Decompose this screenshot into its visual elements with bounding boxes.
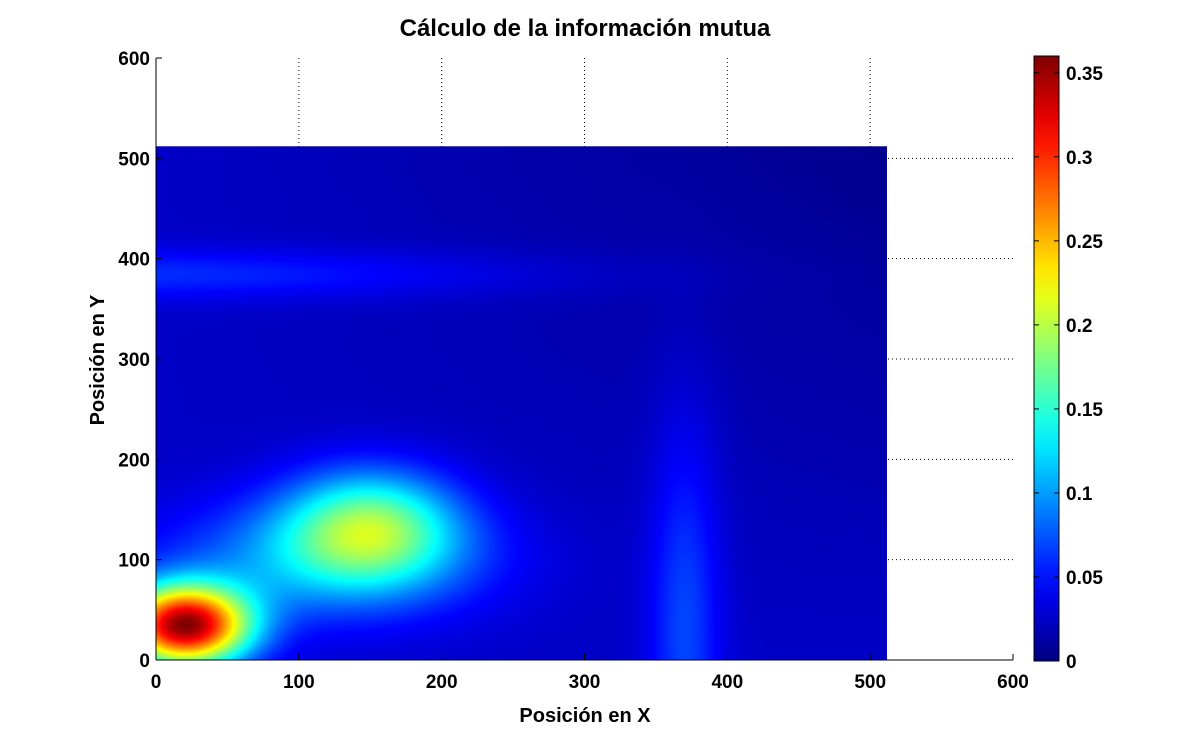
colorbar-tick-label-1: 0.05	[1066, 568, 1103, 589]
colorbar-gradient	[1033, 55, 1060, 662]
colorbar-tick-label-7: 0.35	[1066, 64, 1103, 85]
y-tick-label-4: 400	[118, 250, 150, 271]
colorbar-tick-label-3: 0.15	[1066, 400, 1103, 421]
colorbar-tick-label-4: 0.2	[1066, 316, 1092, 337]
heatmap-image	[156, 146, 887, 661]
x-tick-label-2: 200	[426, 672, 458, 693]
y-tick-label-2: 200	[118, 450, 150, 471]
y-tick-label-1: 100	[118, 551, 150, 572]
x-tick-label-1: 100	[283, 672, 315, 693]
colorbar-tick-label-2: 0.1	[1066, 484, 1093, 505]
colorbar: 0 0.05 0.1 0.15 0.2 0.25 0.3 0.35	[1033, 55, 1103, 673]
colorbar-tick-label-5: 0.25	[1066, 232, 1103, 253]
y-tick-label-3: 300	[118, 350, 150, 371]
x-tick-label-4: 400	[711, 672, 743, 693]
y-axis-label: Posición en Y	[87, 294, 109, 425]
colorbar-tick-label-0: 0	[1066, 652, 1077, 673]
x-tick-label-0: 0	[151, 672, 162, 693]
colorbar-tick-label-6: 0.3	[1066, 148, 1092, 169]
heatmap-surface	[156, 146, 887, 661]
y-tick-label-0: 0	[139, 651, 150, 672]
y-tick-label-5: 500	[118, 149, 150, 170]
x-tick-label-5: 500	[854, 672, 886, 693]
axes: 0 100 200 300 400 500 600 0 100 200 300 400 500 600	[118, 49, 1029, 693]
x-tick-label-3: 300	[569, 672, 601, 693]
x-tick-label-6: 600	[997, 672, 1029, 693]
plot-area: 0 100 200 300 400 500 600 0 100 200 300 400 500 600	[118, 49, 1029, 693]
x-axis-label: Posición en X	[519, 705, 651, 727]
y-tick-label-6: 600	[118, 49, 150, 70]
chart-title: Cálculo de la información mutua	[400, 15, 771, 42]
